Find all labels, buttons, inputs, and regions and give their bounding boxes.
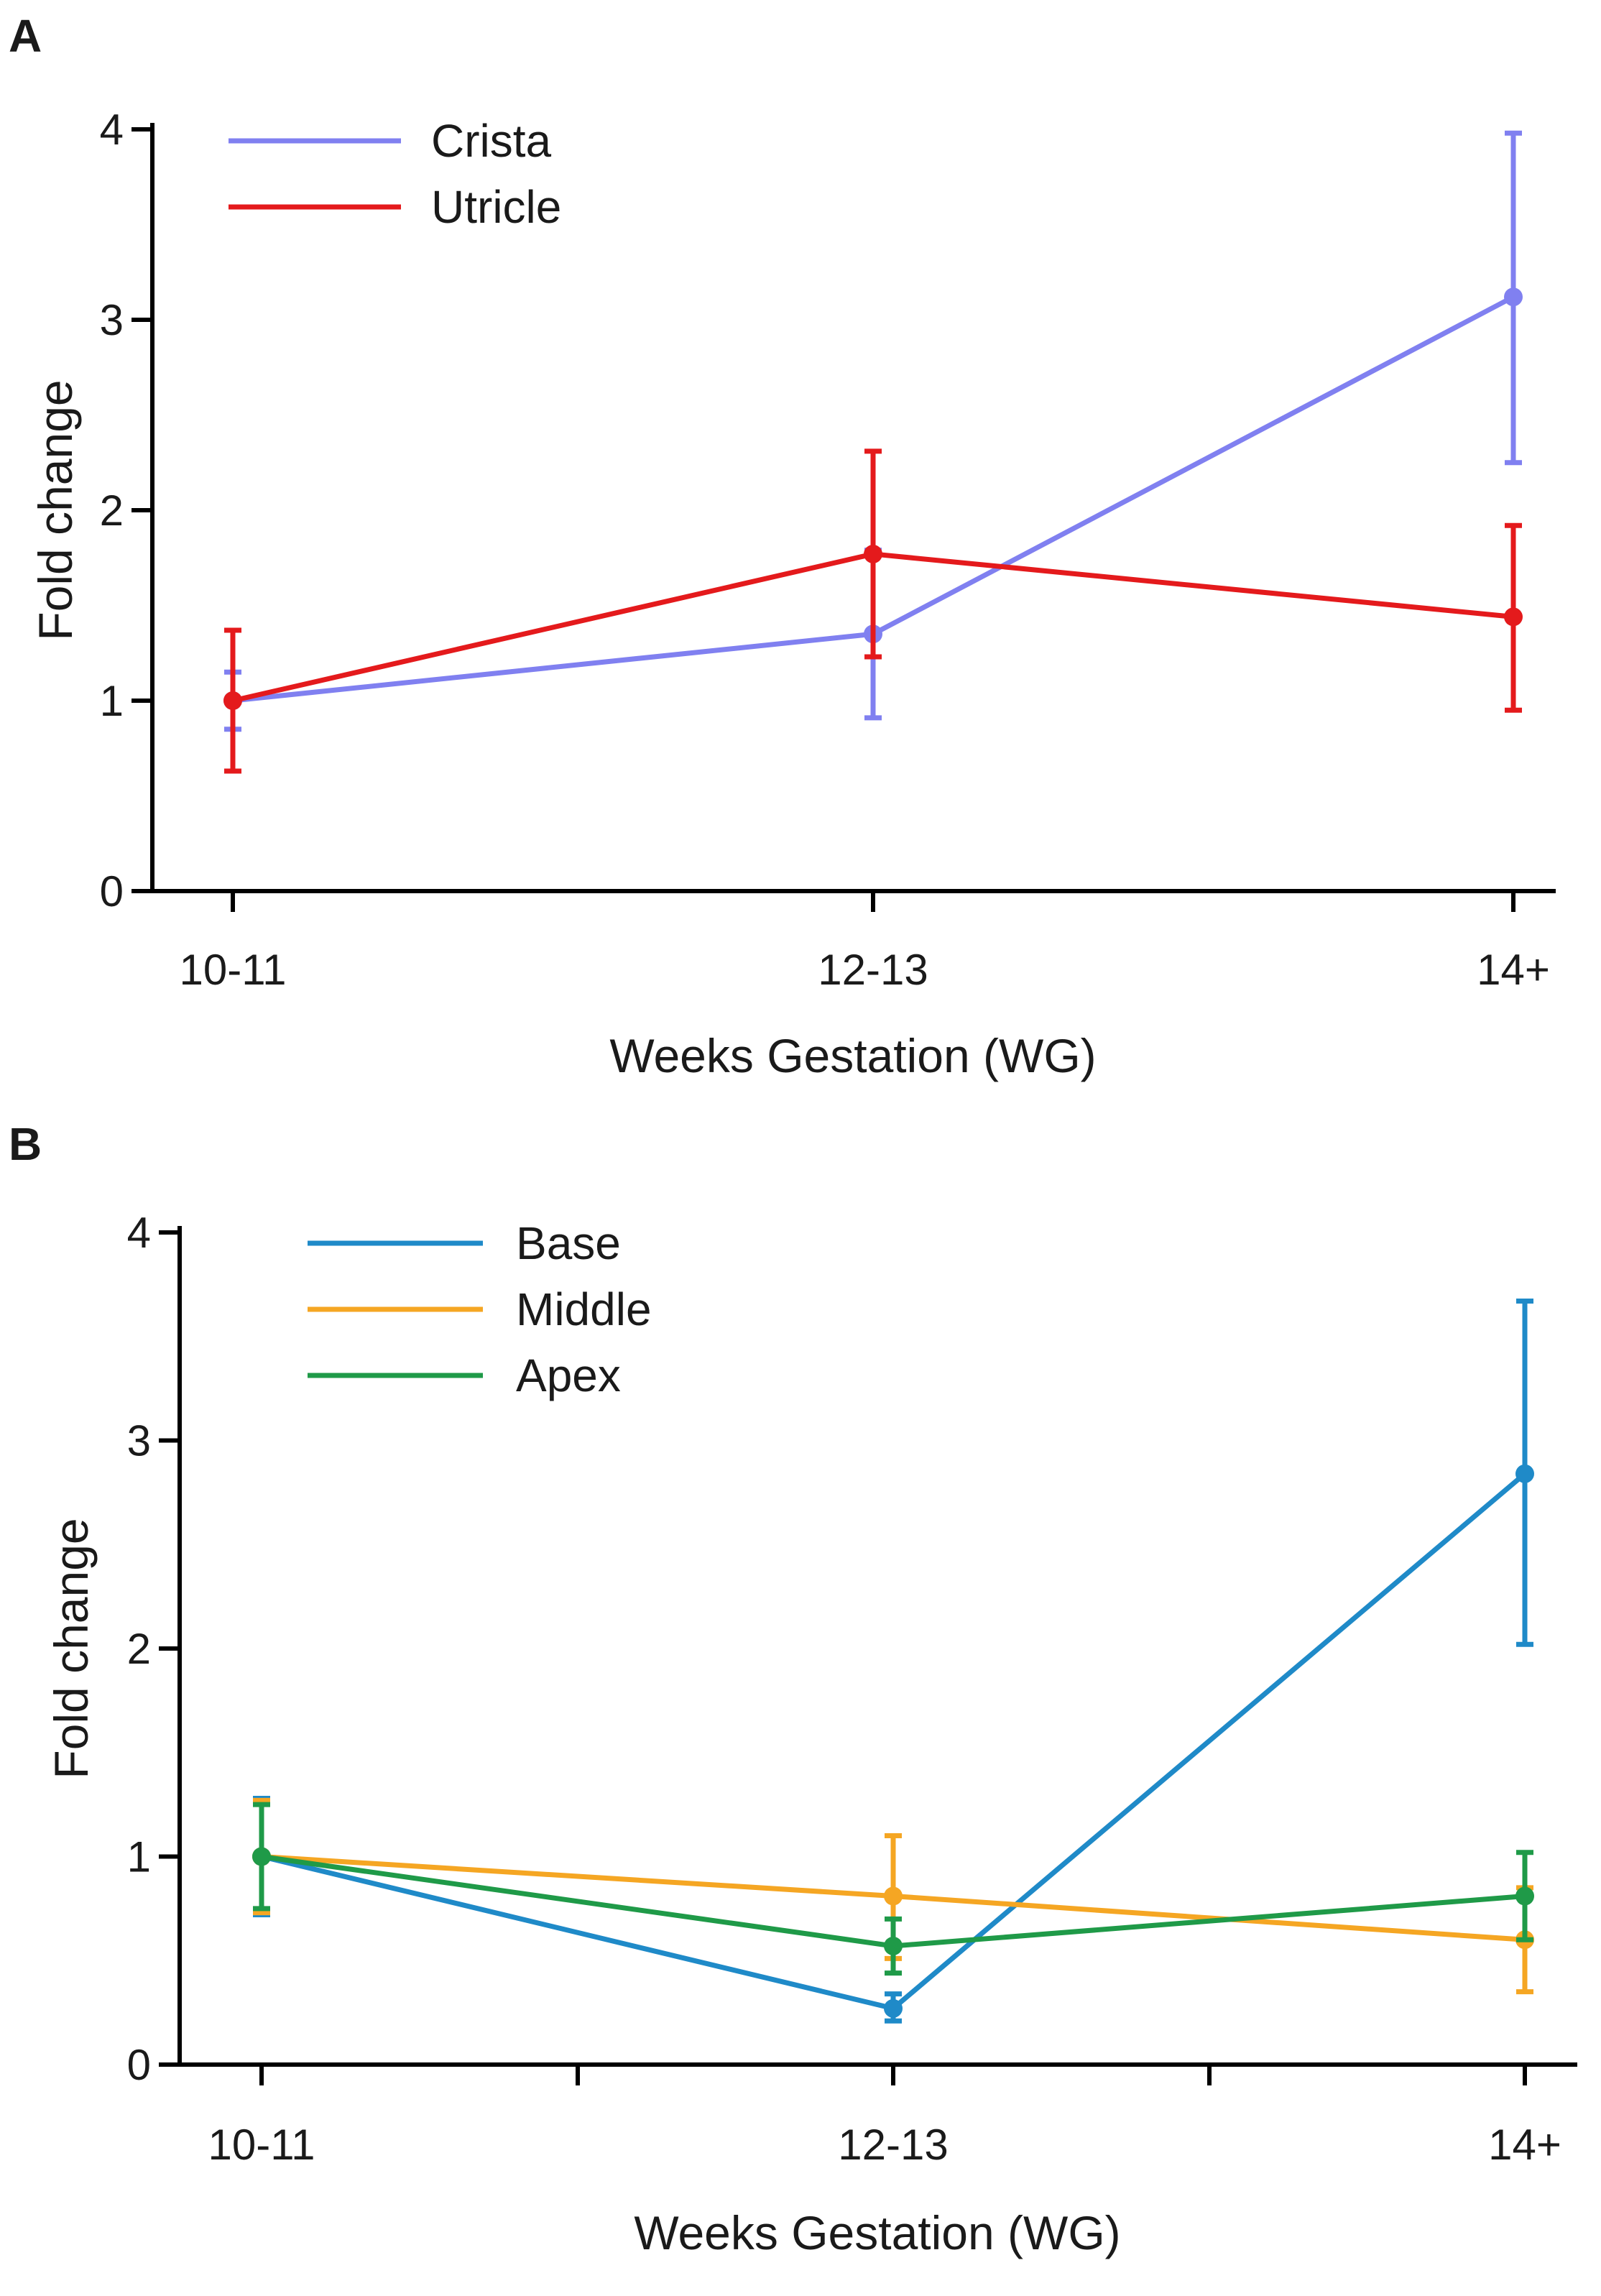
chart1-y-tick-label: 4 bbox=[127, 1209, 151, 1257]
chart1-x-tick-label: 10-11 bbox=[208, 2121, 315, 2169]
chart1-series-base-point bbox=[884, 1998, 903, 2018]
chart0-x-tick-label: 10-11 bbox=[179, 946, 286, 994]
chart1-panel-letter: B bbox=[9, 1118, 42, 1170]
chart1-series-middle-legend-label: Middle bbox=[516, 1283, 652, 1335]
chart1-x-tick-label: 14+ bbox=[1488, 2121, 1561, 2169]
chart0-series-utricle-point bbox=[1504, 607, 1523, 627]
chart0-panel-letter: A bbox=[9, 10, 42, 62]
chart1-x-axis-label: Weeks Gestation (WG) bbox=[634, 2206, 1120, 2259]
chart0-y-tick-label: 4 bbox=[100, 106, 124, 154]
chart1-y-tick-label: 3 bbox=[127, 1417, 151, 1465]
chart0-series-utricle-point bbox=[223, 691, 242, 710]
chart1-y-tick-label: 0 bbox=[127, 2041, 151, 2089]
chart1-series-apex-point bbox=[1515, 1886, 1534, 1906]
chart1-series-apex-point bbox=[252, 1847, 271, 1866]
chart0-series-crista-point bbox=[1504, 287, 1523, 307]
chart0-series-utricle-point bbox=[864, 544, 882, 563]
chart0-y-tick-label: 3 bbox=[100, 296, 124, 344]
chart1-y-axis-label: Fold change bbox=[45, 1518, 98, 1779]
chart1-series-base-point bbox=[1515, 1464, 1534, 1483]
chart1-series-apex-point bbox=[884, 1936, 903, 1955]
chart0-x-tick-label: 12-13 bbox=[818, 946, 928, 994]
chart0-x-tick-label: 14+ bbox=[1477, 946, 1550, 994]
chart0-series-utricle-legend-label: Utricle bbox=[431, 181, 561, 233]
chart0-y-tick-label: 0 bbox=[100, 867, 124, 916]
chart0-y-tick-label: 2 bbox=[100, 487, 124, 535]
chart1-series-apex-legend-label: Apex bbox=[516, 1350, 621, 1401]
chart1-y-tick-label: 2 bbox=[127, 1625, 151, 1673]
chart1-series-base-legend-label: Base bbox=[516, 1217, 621, 1269]
chart1-y-tick-label: 1 bbox=[127, 1833, 151, 1881]
chart0-x-axis-label: Weeks Gestation (WG) bbox=[609, 1029, 1096, 1082]
chart0-y-tick-label: 1 bbox=[100, 677, 124, 725]
chart0-series-crista-legend-label: Crista bbox=[431, 115, 552, 167]
chart1-x-tick-label: 12-13 bbox=[838, 2121, 948, 2169]
chart1-series-middle-point bbox=[884, 1886, 903, 1906]
chart0-y-axis-label: Fold change bbox=[29, 379, 82, 640]
